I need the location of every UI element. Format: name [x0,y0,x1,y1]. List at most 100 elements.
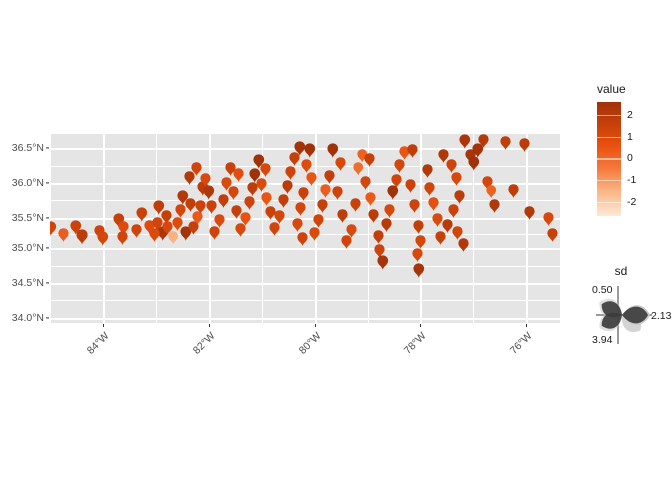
map-glyph [171,217,183,231]
x-axis-tick-label: 82°W [190,330,218,357]
gridline-y-major [50,183,560,185]
map-glyph [268,222,280,236]
map-glyph [230,205,242,219]
map-glyph [488,199,500,213]
colorbar-wrapper: 2 1 0 -1 -2 [597,102,636,216]
colorbar-tick-label: 2 [627,109,633,122]
map-glyph [294,202,306,216]
map-glyph [518,138,530,152]
map-glyph [413,263,425,278]
map-glyph [180,226,192,241]
map-glyph [70,220,82,235]
gridline-y-minor [50,266,560,267]
y-axis-tick-mark [46,282,49,284]
map-glyph [331,186,343,200]
map-glyph [50,221,57,236]
map-glyph [308,227,320,241]
map-panel-wrapper [50,133,560,323]
map-glyph [305,172,317,186]
map-glyph [260,192,272,206]
map-glyph [117,221,129,235]
map-glyph [264,206,276,220]
map-glyph [367,209,379,223]
y-axis-tick-label: 36.5°N [11,142,44,154]
map-glyph [450,172,462,186]
map-glyph [253,154,265,169]
map-glyph [217,194,229,208]
map-glyph [249,168,261,183]
map-glyph [187,221,199,235]
map-glyph [459,134,471,149]
map-glyph [412,220,424,234]
x-axis-tick-mark [315,324,317,327]
map-glyph [148,228,160,242]
map-glyph [387,185,399,200]
map-glyph [357,148,367,162]
map-glyph [477,134,489,148]
colorbar-tick-label: -1 [627,174,637,187]
map-glyph [273,210,285,224]
map-glyph [486,184,496,198]
map-glyph [408,199,420,213]
map-glyph [349,198,361,212]
map-glyph [232,168,244,182]
y-axis-tick-label: 36.0°N [11,177,44,189]
map-glyph [153,200,165,215]
map-panel [50,133,560,323]
colorbar-tick-label: 0 [627,152,633,165]
map-glyph [451,226,463,240]
map-glyph [255,178,267,192]
map-glyph [359,176,371,190]
map-glyph [316,199,328,213]
map-glyph [259,163,271,177]
map-glyph [294,141,306,156]
map-glyph [281,180,293,194]
map-glyph [227,186,239,200]
map-glyph [406,144,418,158]
map-glyph [190,162,202,176]
map-glyph [304,143,316,158]
gridline-y-major [50,248,560,250]
map-glyph [220,177,232,191]
map-glyph [199,173,211,187]
map-glyph [143,220,155,234]
legend-sd: sd 0.50 2.13 3.94 [592,264,672,348]
map-glyph [184,198,196,212]
map-glyph [421,164,433,178]
x-axis-tick-mark [209,324,211,327]
colorbar-tick [597,136,621,138]
x-axis-tick-label: 78°W [401,330,429,357]
map-glyph [457,238,469,252]
map-glyph [300,159,312,173]
y-axis-tick-mark [46,147,49,149]
map-glyph [404,179,416,193]
legend-value: value 2 1 0 -1 -2 [597,82,636,216]
legend-sd-label-min: 0.50 [592,284,613,296]
map-glyph [542,212,554,226]
map-glyph [76,228,88,244]
y-axis-tick-label: 34.5°N [11,277,44,289]
legend-sd-label-mid: 3.94 [592,334,613,346]
colorbar-tick [597,115,621,117]
map-glyph [334,157,346,171]
gridline-x-major [103,133,105,323]
map-glyph [411,248,423,262]
legend-sd-title: sd [614,264,628,278]
map-glyph [383,204,395,218]
y-axis-tick-label: 35.0°N [11,242,44,254]
map-glyph [398,146,410,160]
map-glyph [390,174,402,188]
gridline-x-minor [368,133,369,323]
y-axis-tick-mark [46,317,49,319]
map-glyph [507,184,519,198]
map-glyph [441,219,453,233]
map-glyph [431,213,443,227]
gridline-x-minor [262,133,263,323]
map-glyph [445,159,457,173]
map-glyph [203,185,215,200]
map-glyph [234,223,246,237]
map-glyph [427,197,439,211]
x-axis-tick-label: 80°W [296,330,324,357]
gridline-y-minor [50,133,560,134]
map-glyph [447,204,459,218]
